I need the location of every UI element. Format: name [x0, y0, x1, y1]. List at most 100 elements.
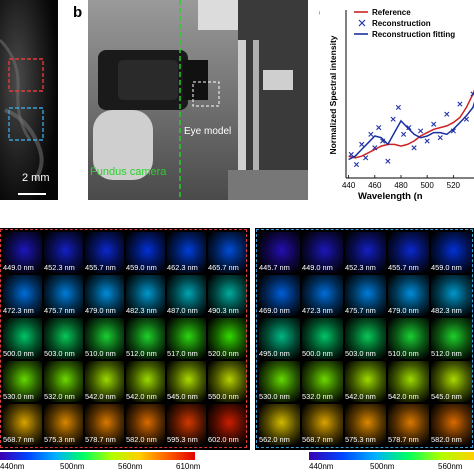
setup-photo-panel: Eye model Fundus camera	[88, 0, 308, 200]
eye-model-label: Eye model	[184, 126, 232, 137]
right-grid-cell: 542.0 nm	[388, 361, 429, 402]
legend-label: Reference	[372, 8, 411, 17]
reconstruction-point	[411, 145, 417, 151]
left-grid-cell: 532.0 nm	[44, 361, 83, 402]
right-grid-cell-label: 530.0 nm	[259, 392, 290, 401]
eye-model-box	[192, 81, 220, 107]
left-grid-cell: 550.0 nm	[208, 361, 247, 402]
left-grid-cell: 449.0 nm	[3, 232, 42, 273]
fundus-image	[0, 0, 58, 200]
right-grid-cell-label: 469.0 nm	[259, 306, 290, 315]
left-grid-cell-label: 532.0 nm	[44, 392, 75, 401]
left-grid-cell-label: 545.0 nm	[167, 392, 198, 401]
left-colorbar	[0, 452, 195, 460]
right-grid-cell: 512.0 nm	[431, 318, 472, 359]
left-grid-cell: 503.0 nm	[44, 318, 83, 359]
left-spectral-grid: 449.0 nm 452.3 nm 455.7 nm 459.0 nm 462.3 nm…	[0, 228, 250, 450]
left-grid-cell-label: 520.0 nm	[208, 349, 239, 358]
left-grid-border	[0, 229, 247, 448]
right-grid-cell: 500.0 nm	[302, 318, 343, 359]
reconstruction-point	[444, 111, 450, 117]
left-grid-cell: 472.3 nm	[3, 275, 42, 316]
left-grid-cell: 465.7 nm	[208, 232, 247, 273]
right-grid-cell: 482.3 nm	[431, 275, 472, 316]
left-grid-cell: 452.3 nm	[44, 232, 83, 273]
panel-letter-b: b	[73, 4, 83, 21]
left-grid-cell-label: 512.0 nm	[126, 349, 157, 358]
right-colorbar-tick-500: 500nm	[370, 462, 395, 471]
left-grid-cell-label: 455.7 nm	[85, 263, 116, 272]
right-grid-cell-label: 532.0 nm	[302, 392, 333, 401]
x-tick-label: 500	[420, 181, 434, 190]
left-grid-cell-label: 568.7 nm	[3, 435, 34, 444]
left-grid-cell: 575.3 nm	[44, 404, 83, 445]
reconstruction-point	[353, 161, 360, 168]
reconstruction-point	[359, 141, 365, 147]
left-grid-cell-label: 503.0 nm	[44, 349, 75, 358]
right-grid-cell-label: 503.0 nm	[345, 349, 376, 358]
right-spectral-grid: 445.7 nm 449.0 nm 452.3 nm 455.7 nm 459.0 nm…	[255, 228, 474, 450]
right-grid-cell: 475.7 nm	[345, 275, 386, 316]
x-axis-label: Wavelength (n	[358, 191, 423, 202]
left-grid-cell-label: 452.3 nm	[44, 263, 75, 272]
left-grid-cell-label: 575.3 nm	[44, 435, 75, 444]
left-grid-cell-label: 459.0 nm	[126, 263, 157, 272]
left-grid-cell-label: 487.0 nm	[167, 306, 198, 315]
right-grid-cell-label: 459.0 nm	[431, 263, 462, 272]
roi-blue-box	[8, 107, 44, 141]
left-grid-cell-label: 530.0 nm	[3, 392, 34, 401]
right-colorbar	[309, 452, 474, 460]
right-grid-cell-label: 452.3 nm	[345, 263, 376, 272]
reconstruction-point	[348, 151, 354, 158]
left-grid-cell: 520.0 nm	[208, 318, 247, 359]
left-grid-cell: 462.3 nm	[167, 232, 206, 273]
right-grid-cell: 449.0 nm	[302, 232, 343, 273]
right-grid-cell-label: 542.0 nm	[345, 392, 376, 401]
left-grid-cell: 490.3 nm	[208, 275, 247, 316]
right-grid-cell: 503.0 nm	[345, 318, 386, 359]
left-grid-cell-label: 490.3 nm	[208, 306, 239, 315]
right-grid-cell: 510.0 nm	[388, 318, 429, 359]
right-grid-cell-label: 582.0 nm	[431, 435, 462, 444]
right-grid-cell-label: 578.7 nm	[388, 435, 419, 444]
right-grid-cell: 582.0 nm	[431, 404, 472, 445]
y-axis-label: Normalized Spectral intensity	[328, 35, 338, 155]
right-grid-cell: 469.0 nm	[259, 275, 300, 316]
left-grid-cell-label: 482.3 nm	[126, 306, 157, 315]
left-grid-cell-label: 472.3 nm	[3, 306, 34, 315]
right-grid-cell-label: 472.3 nm	[302, 306, 333, 315]
x-tick-label: 460	[368, 181, 382, 190]
fundus-camera-label: Fundus camera	[90, 166, 167, 178]
left-grid-cell-label: 500.0 nm	[3, 349, 34, 358]
left-grid-cell: 517.0 nm	[167, 318, 206, 359]
right-grid-cell: 562.0 nm	[259, 404, 300, 445]
left-grid-cell-label: 449.0 nm	[3, 263, 34, 272]
right-grid-cell-label: 542.0 nm	[388, 392, 419, 401]
left-grid-cell-label: 602.0 nm	[208, 435, 239, 444]
right-grid-cell: 545.0 nm	[431, 361, 472, 402]
right-grid-cell: 479.0 nm	[388, 275, 429, 316]
reconstruction-point	[390, 116, 396, 122]
left-grid-cell: 475.7 nm	[44, 275, 83, 316]
scale-bar-label: 2 mm	[22, 172, 50, 184]
left-grid-cell: 512.0 nm	[126, 318, 165, 359]
right-grid-border	[256, 229, 473, 448]
right-grid-cell: 452.3 nm	[345, 232, 386, 273]
left-grid-cell: 582.0 nm	[126, 404, 165, 445]
left-grid-cell-label: 542.0 nm	[85, 392, 116, 401]
right-grid-cell-label: 495.0 nm	[259, 349, 290, 358]
reconstruction-point	[470, 91, 474, 97]
spectrum-chart: 440 460 480 500 520 Reference Reconstruction R…	[342, 8, 474, 190]
left-grid-cell: 530.0 nm	[3, 361, 42, 402]
fundus-image-panel: 2 mm	[0, 0, 58, 200]
left-grid-cell-label: 550.0 nm	[208, 392, 239, 401]
right-grid-cell: 575.3 nm	[345, 404, 386, 445]
right-grid-cell: 578.7 nm	[388, 404, 429, 445]
left-grid-cell: 542.0 nm	[126, 361, 165, 402]
series-line-reconstruction-fitting	[348, 101, 474, 161]
left-grid-cell-label: 595.3 nm	[167, 435, 198, 444]
right-grid-cell: 568.7 nm	[302, 404, 343, 445]
reconstruction-point	[376, 125, 382, 131]
left-grid-cell-label: 475.7 nm	[44, 306, 75, 315]
left-grid-cell-label: 578.7 nm	[85, 435, 116, 444]
